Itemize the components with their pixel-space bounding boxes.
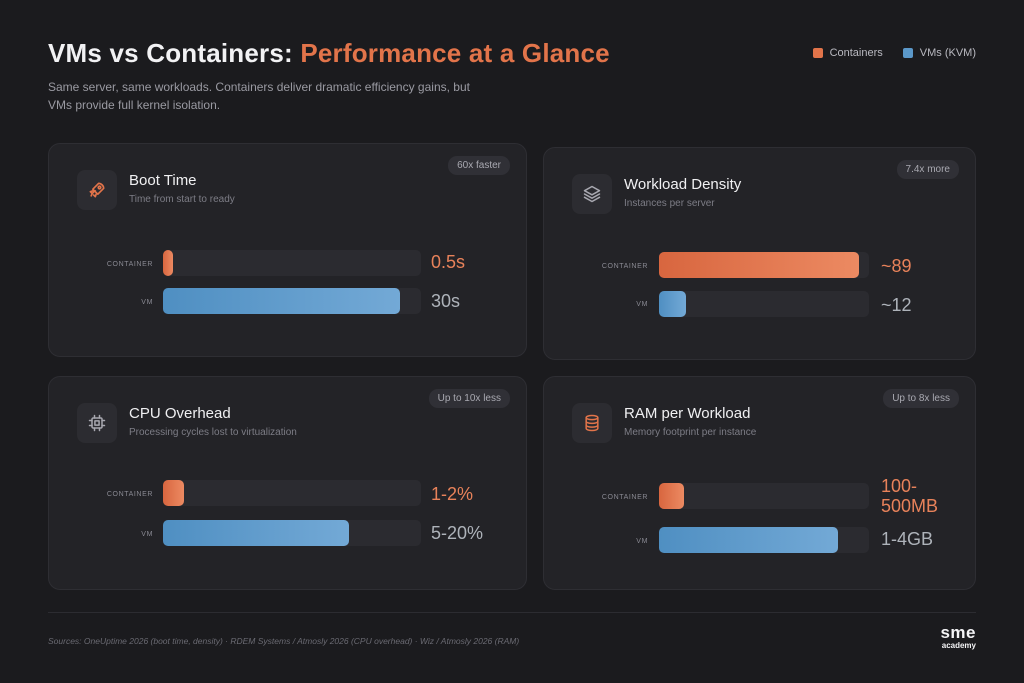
bar-track-vm	[163, 288, 421, 314]
card-subtitle: Instances per server	[624, 198, 715, 209]
rocket-icon	[77, 170, 117, 210]
value-container: 0.5s	[431, 252, 466, 272]
value-container: 100-500MB	[881, 476, 939, 516]
bar-container	[659, 483, 684, 509]
legend-label-vms: VMs (KVM)	[919, 47, 976, 59]
card-subtitle: Memory footprint per instance	[624, 427, 757, 438]
bar-container	[659, 252, 859, 278]
sme-academy-logo: sme academy	[940, 624, 976, 650]
row-label-container: CONTAINER	[601, 494, 648, 501]
value-vm: 1-4GB	[881, 529, 934, 549]
row-label-vm: VM	[636, 301, 648, 308]
bar-track-container	[659, 483, 869, 509]
value-vm: ~12	[881, 295, 912, 315]
row-label-container: CONTAINER	[106, 491, 153, 498]
legend-label-containers: Containers	[829, 47, 883, 59]
legend-swatch-containers	[812, 48, 823, 58]
comparison-badge: 7.4x more	[896, 160, 959, 179]
legend-swatch-vms	[902, 48, 913, 58]
bar-track-container	[163, 250, 421, 276]
comparison-badge: Up to 10x less	[428, 389, 510, 408]
value-vm: 5-20%	[431, 523, 484, 543]
sources-text: Sources: OneUptime 2026 (boot time, dens…	[48, 636, 520, 646]
title-accent: Performance at a Glance	[300, 38, 610, 68]
bar-track-vm	[659, 527, 869, 553]
card-title: RAM per Workload	[624, 405, 751, 422]
cpu-chip-icon	[77, 403, 117, 443]
card-ram-per-workload: RAM per Workload Memory footprint per in…	[543, 376, 976, 590]
comparison-badge: Up to 8x less	[883, 389, 959, 408]
bar-vm	[163, 520, 349, 546]
card-cpu-overhead: CPU Overhead Processing cycles lost to v…	[48, 376, 527, 590]
card-title: CPU Overhead	[129, 405, 231, 422]
card-boot-time: Boot Time Time from start to ready 60x f…	[48, 143, 527, 357]
card-subtitle: Time from start to ready	[129, 194, 235, 205]
footer-divider	[48, 612, 976, 613]
row-label-container: CONTAINER	[601, 263, 648, 270]
logo-main-text: sme	[940, 623, 976, 642]
row-label-vm: VM	[141, 531, 153, 538]
database-icon	[572, 403, 612, 443]
card-title: Boot Time	[129, 172, 197, 189]
page-subtitle: Same server, same workloads. Containers …	[48, 80, 470, 112]
card-workload-density: Workload Density Instances per server 7.…	[543, 147, 976, 360]
bar-track-vm	[163, 520, 421, 546]
legend-item-containers: Containers	[812, 47, 883, 59]
row-label-container: CONTAINER	[106, 261, 153, 268]
card-title: Workload Density	[624, 176, 742, 193]
value-vm: 30s	[431, 291, 461, 311]
legend: Containers VMs (KVM)	[812, 47, 976, 59]
bar-vm	[163, 288, 400, 314]
bar-vm	[659, 527, 838, 553]
value-container: ~89	[881, 256, 912, 276]
row-label-vm: VM	[636, 538, 648, 545]
legend-item-vms: VMs (KVM)	[902, 47, 976, 59]
value-container: 1-2%	[431, 484, 474, 504]
layers-icon	[572, 174, 612, 214]
page-title: VMs vs Containers: Performance at a Glan…	[48, 38, 610, 69]
bar-track-vm	[659, 291, 869, 317]
row-label-vm: VM	[141, 299, 153, 306]
logo-sub-text: academy	[941, 641, 976, 650]
comparison-badge: 60x faster	[448, 156, 510, 175]
bar-track-container	[163, 480, 421, 506]
bar-track-container	[659, 252, 869, 278]
bar-container	[163, 250, 173, 276]
card-subtitle: Processing cycles lost to virtualization	[129, 427, 297, 438]
bar-container	[163, 480, 184, 506]
title-main: VMs vs Containers:	[48, 38, 301, 68]
bar-vm	[659, 291, 686, 317]
